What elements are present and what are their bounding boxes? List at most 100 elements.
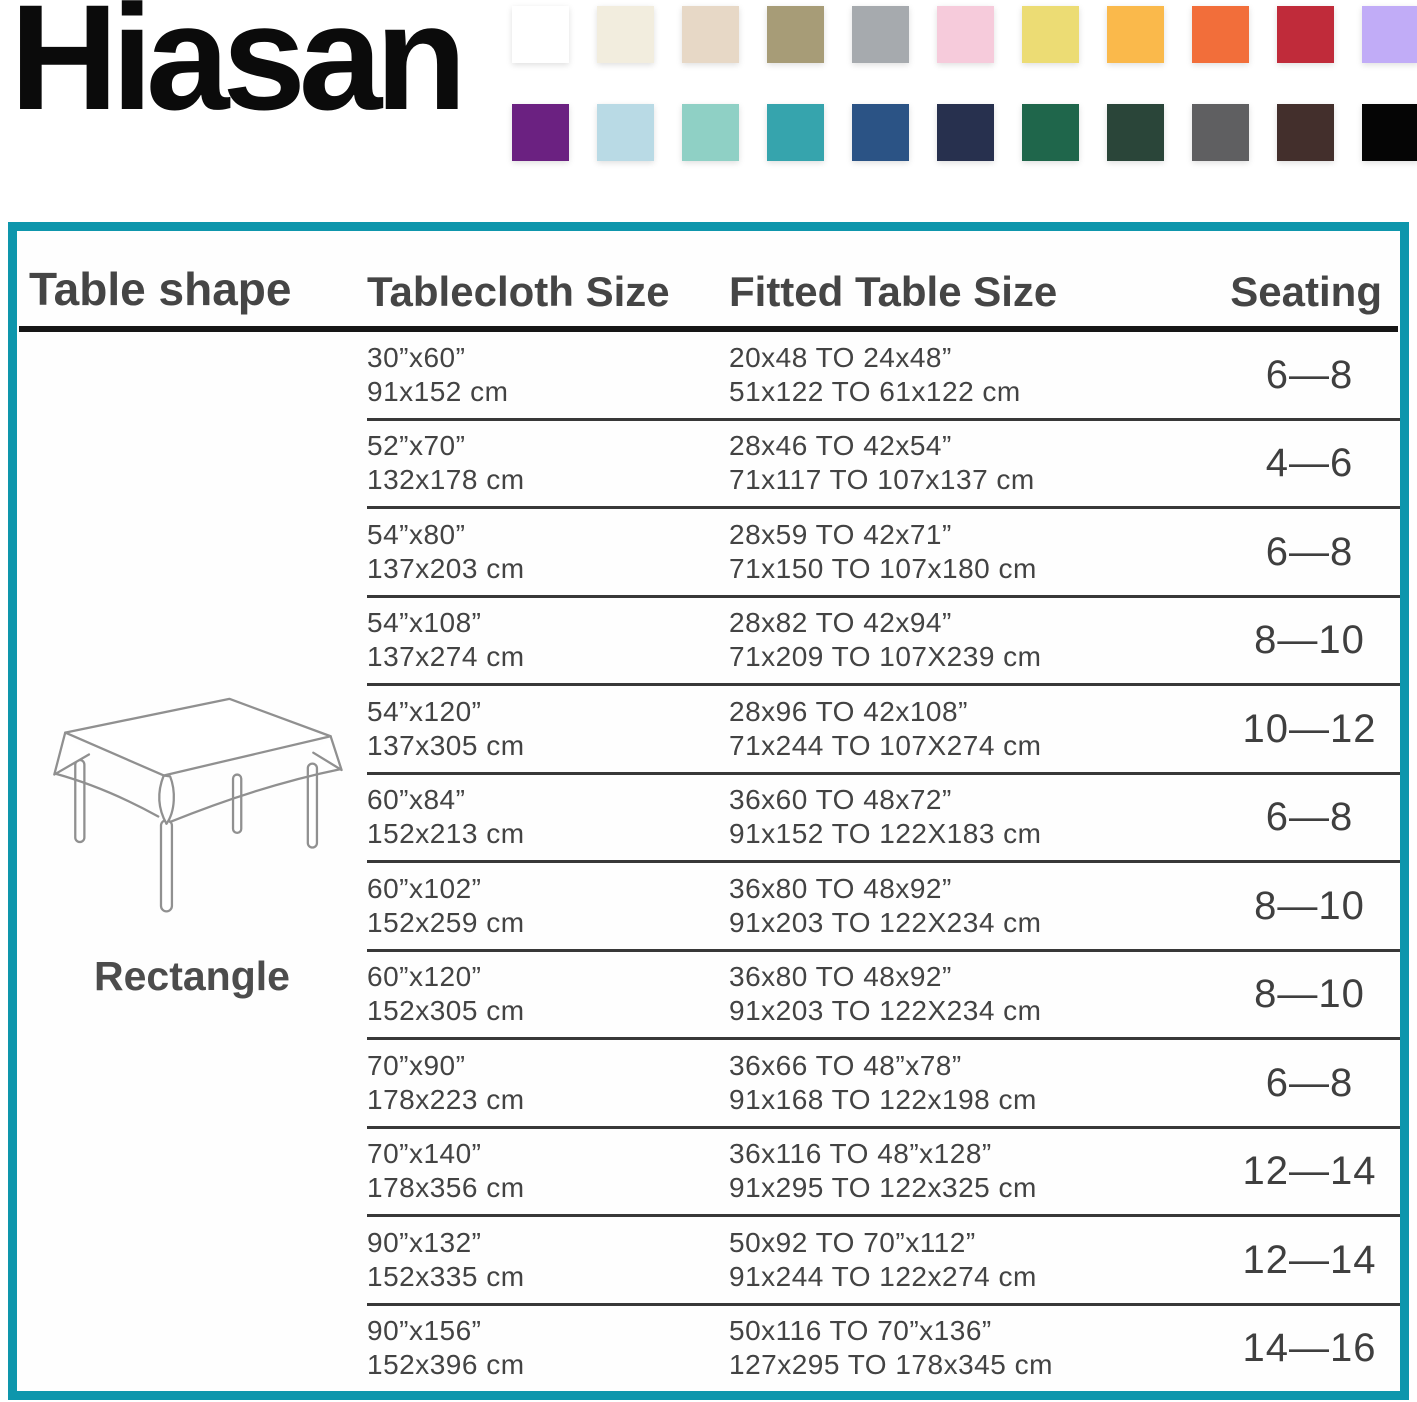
color-swatch-teal [767,104,824,161]
table-row: 54”x80” 137x203 cm 28x59 TO 42x71” 71x150 T… [367,506,1400,595]
color-swatch-blue [852,104,909,161]
color-swatch-lavender [1362,6,1417,63]
cell-fitted-table-size: 36x80 TO 48x92” 91x203 TO 122X234 cm [729,872,1219,940]
color-swatch-dark-grey [1192,104,1249,161]
column-header-tablecloth-size: Tablecloth Size [367,268,670,315]
fitted-size-inches: 36x80 TO 48x92” [729,872,952,904]
tablecloth-size-cm: 137x203 cm [367,552,525,584]
cell-seating: 8—10 [1254,972,1365,1017]
cell-tablecloth-size: 54”x80” 137x203 cm [367,518,729,586]
cell-tablecloth-size: 70”x140” 178x356 cm [367,1137,729,1205]
fitted-size-inches: 36x116 TO 48”x128” [729,1138,992,1170]
tablecloth-size-inches: 70”x140” [367,1138,482,1170]
table-row: 90”x132” 152x335 cm 50x92 TO 70”x112” 91x24… [367,1214,1400,1303]
color-swatch-beige [682,6,739,63]
table-row: 60”x120” 152x305 cm 36x80 TO 48x92” 91x203 … [367,948,1400,1038]
fitted-size-cm: 91x244 TO 122x274 cm [729,1260,1037,1292]
color-swatch-black [1362,104,1417,161]
tablecloth-size-inches: 54”x108” [367,607,482,639]
cell-seating: 14—16 [1242,1326,1377,1371]
tablecloth-size-inches: 60”x84” [367,784,466,816]
color-swatch-orange [1192,6,1249,63]
fitted-size-inches: 36x80 TO 48x92” [729,961,952,993]
column-header-fitted-table-size: Fitted Table Size [729,268,1058,315]
tablecloth-size-inches: 70”x90” [367,1049,466,1081]
tablecloth-size-cm: 152x335 cm [367,1260,525,1292]
size-chart: Table shape Tablecloth Size Fitted Table… [8,222,1409,1400]
cell-seating: 6—8 [1265,529,1354,574]
color-swatch-white [512,6,569,63]
cell-tablecloth-size: 90”x132” 152x335 cm [367,1226,729,1294]
size-chart-header: Table shape Tablecloth Size Fitted Table… [19,231,1398,332]
fitted-size-cm: 91x203 TO 122X234 cm [729,906,1042,938]
fitted-size-inches: 36x66 TO 48”x78” [729,1049,962,1081]
tablecloth-size-inches: 52”x70” [367,430,466,462]
tablecloth-size-cm: 137x305 cm [367,729,525,761]
cell-seating: 8—10 [1254,883,1365,928]
fitted-size-cm: 71x150 TO 107x180 cm [729,552,1037,584]
color-swatch-light-blue [597,104,654,161]
table-row: 54”x108” 137x274 cm 28x82 TO 42x94” 71x209 … [367,594,1400,684]
cell-tablecloth-size: 90”x156” 152x396 cm [367,1314,729,1382]
cell-seating: 6—8 [1265,795,1354,840]
cell-tablecloth-size: 54”x108” 137x274 cm [367,606,729,674]
color-swatch-green [1022,104,1079,161]
cell-tablecloth-size: 70”x90” 178x223 cm [367,1049,729,1117]
size-chart-rows: 30”x60” 91x152 cm 20x48 TO 24x48” 51x122 TO… [367,332,1400,1391]
cell-seating: 4—6 [1265,441,1354,486]
cell-tablecloth-size: 60”x84” 152x213 cm [367,783,729,851]
table-row: 70”x90” 178x223 cm 36x66 TO 48”x78” 91x168 … [367,1037,1400,1126]
color-swatch-red [1277,6,1334,63]
color-swatch-dark-green [1107,104,1164,161]
shape-label: Rectangle [94,953,290,999]
color-swatch-navy [937,104,994,161]
tablecloth-size-inches: 90”x132” [367,1226,482,1258]
fitted-size-inches: 28x59 TO 42x71” [729,518,952,550]
tablecloth-size-inches: 90”x156” [367,1315,482,1347]
rectangle-table-illustration [53,697,343,913]
tablecloth-size-cm: 152x305 cm [367,995,525,1027]
tablecloth-size-inches: 54”x80” [367,518,466,550]
color-swatch-ivory [597,6,654,63]
cell-fitted-table-size: 50x116 TO 70”x136” 127x295 TO 178x345 cm [729,1314,1219,1382]
color-swatch-pink [937,6,994,63]
fitted-size-inches: 28x46 TO 42x54” [729,430,952,462]
color-swatch-aqua [682,104,739,161]
table-row: 70”x140” 178x356 cm 36x116 TO 48”x128” 91x2… [367,1125,1400,1215]
tablecloth-size-cm: 91x152 cm [367,375,509,407]
column-header-table-shape: Table shape [29,263,292,315]
cell-tablecloth-size: 52”x70” 132x178 cm [367,429,729,497]
color-swatch-marigold [1107,6,1164,63]
cell-fitted-table-size: 20x48 TO 24x48” 51x122 TO 61x122 cm [729,341,1219,409]
tablecloth-size-cm: 137x274 cm [367,641,525,673]
table-row: 90”x156” 152x396 cm 50x116 TO 70”x136” 127x… [367,1302,1400,1392]
fitted-size-inches: 20x48 TO 24x48” [729,341,952,373]
tablecloth-size-inches: 30”x60” [367,341,466,373]
table-row: 60”x102” 152x259 cm 36x80 TO 48x92” 91x203 … [367,860,1400,949]
table-row: 54”x120” 137x305 cm 28x96 TO 42x108” 71x244… [367,683,1400,772]
fitted-size-cm: 91x152 TO 122X183 cm [729,818,1042,850]
fitted-size-cm: 127x295 TO 178x345 cm [729,1349,1053,1381]
cell-fitted-table-size: 36x66 TO 48”x78” 91x168 TO 122x198 cm [729,1049,1219,1117]
fitted-size-cm: 71x244 TO 107X274 cm [729,729,1042,761]
cell-tablecloth-size: 60”x120” 152x305 cm [367,960,729,1028]
color-swatch-yellow [1022,6,1079,63]
size-chart-body: Rectangle 30”x60” 91x152 cm 20x48 TO 24x48… [17,332,1400,1391]
fitted-size-cm: 71x117 TO 107x137 cm [729,464,1035,496]
fitted-size-inches: 28x82 TO 42x94” [729,607,952,639]
tablecloth-size-inches: 54”x120” [367,695,482,727]
cell-fitted-table-size: 50x92 TO 70”x112” 91x244 TO 122x274 cm [729,1226,1219,1294]
brand-logo: Hiasan [10,0,467,141]
color-swatch-grid [512,6,1417,161]
cell-fitted-table-size: 28x59 TO 42x71” 71x150 TO 107x180 cm [729,518,1219,586]
color-swatch-purple [512,104,569,161]
tablecloth-size-inches: 60”x102” [367,872,482,904]
tablecloth-size-cm: 178x356 cm [367,1172,525,1204]
table-row: 52”x70” 132x178 cm 28x46 TO 42x54” 71x117 T… [367,417,1400,507]
tablecloth-size-cm: 152x213 cm [367,818,525,850]
fitted-size-inches: 50x116 TO 70”x136” [729,1315,992,1347]
cell-seating: 10—12 [1242,706,1377,751]
fitted-size-inches: 36x60 TO 48x72” [729,784,952,816]
cell-seating: 12—14 [1242,1237,1377,1282]
